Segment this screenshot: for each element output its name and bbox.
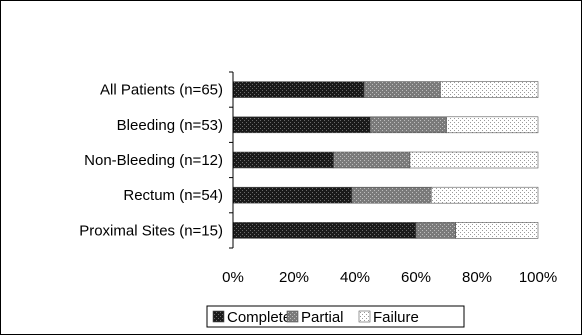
- bar-partial-3: [351, 186, 432, 204]
- bar-complete-1: [232, 116, 371, 134]
- x-axis: 0% 20% 40% 60% 80% 100%: [222, 71, 557, 286]
- bar-partial-1: [369, 116, 447, 134]
- bar-partial-4: [415, 222, 456, 239]
- category-label-3: Rectum (n=54): [123, 187, 223, 204]
- bar-complete-2: [232, 151, 334, 169]
- x-tick-label-3: 60%: [401, 269, 431, 286]
- category-label-1: Bleeding (n=53): [117, 117, 223, 134]
- category-label-0: All Patients (n=65): [100, 82, 223, 99]
- bar-complete-3: [232, 186, 353, 204]
- bar-failure-4: [455, 222, 539, 239]
- bar-partial-2: [333, 151, 411, 169]
- bar-failure-1: [446, 116, 539, 134]
- bar-failure-0: [440, 81, 539, 98]
- legend-swatch-partial: [286, 310, 299, 323]
- bar-failure-2: [409, 151, 539, 169]
- bar-complete-4: [232, 222, 417, 239]
- legend-label-failure: Failure: [373, 309, 419, 326]
- x-tick-label-2: 40%: [340, 269, 370, 286]
- legend-label-complete: Complete: [227, 309, 291, 326]
- x-tick-label-5: 100%: [519, 269, 557, 286]
- x-tick-label-1: 20%: [279, 269, 309, 286]
- bar-partial-0: [363, 81, 441, 98]
- bar-complete-0: [232, 81, 365, 98]
- category-labels: All Patients (n=65) Bleeding (n=53) Non-Bl…: [79, 82, 223, 240]
- bars-group: [232, 81, 539, 239]
- legend-swatch-failure: [358, 310, 371, 323]
- legend-box: [206, 305, 465, 328]
- legend-label-partial: Partial: [301, 309, 344, 326]
- bar-failure-3: [430, 186, 539, 204]
- x-tick-label-4: 80%: [462, 269, 492, 286]
- legend-swatch-complete: [212, 310, 225, 323]
- category-label-2: Non-Bleeding (n=12): [84, 152, 223, 169]
- category-label-4: Proximal Sites (n=15): [79, 222, 223, 239]
- legend: Complete Partial Failure: [206, 305, 465, 328]
- x-tick-label-0: 0%: [222, 269, 244, 286]
